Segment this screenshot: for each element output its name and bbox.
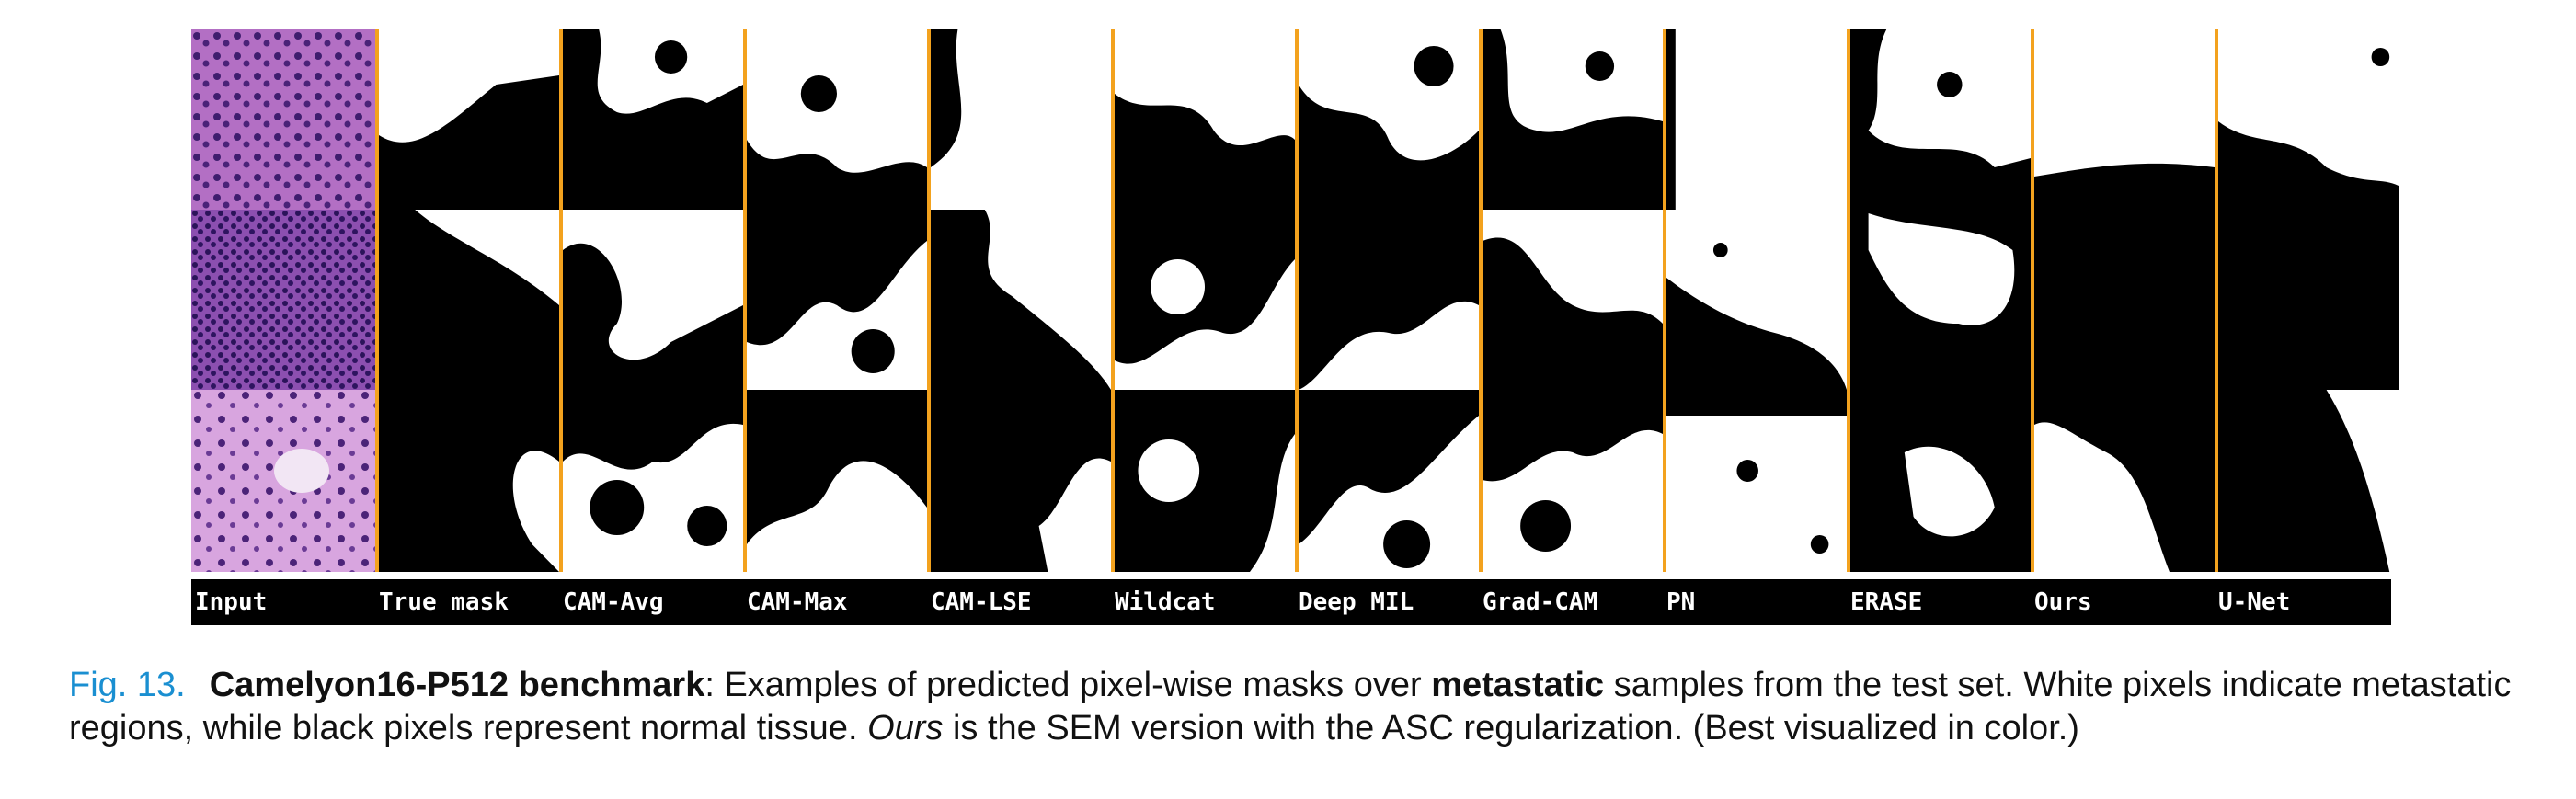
caption-text-1: : Examples of predicted pixel-wise masks… (704, 666, 1432, 704)
label-cam-avg: CAM-Avg (563, 588, 664, 616)
histology-image (191, 29, 375, 572)
label-input: Input (195, 588, 268, 616)
input-image-column (191, 29, 375, 572)
mask-pn (1663, 29, 1847, 572)
mask-deep-mil (1295, 29, 1479, 572)
mask-cam-lse (927, 29, 1111, 572)
mask-true-mask (375, 29, 559, 572)
label-cam-max: CAM-Max (747, 588, 848, 616)
label-wildcat: Wildcat (1115, 588, 1216, 616)
label-true-mask: True mask (379, 588, 509, 616)
mask-grid (191, 29, 2399, 572)
mask-grad-cam (1479, 29, 1663, 572)
label-deep-mil: Deep MIL (1299, 588, 1414, 616)
label-grad-cam: Grad-CAM (1483, 588, 1598, 616)
caption-text-2: samples from the test set. White pixels … (69, 666, 2512, 748)
caption-italic-word: Ours (867, 709, 944, 748)
mask-wildcat (1111, 29, 1295, 572)
mask-cam-max (743, 29, 927, 572)
label-cam-lse: CAM-LSE (931, 588, 1032, 616)
label-pn: PN (1666, 588, 1696, 616)
mask-cam-avg (559, 29, 743, 572)
mask-ours (2031, 29, 2215, 572)
mask-u-net (2215, 29, 2399, 572)
column-label-bar: Input True mask CAM-Avg CAM-Max CAM-LSE … (191, 579, 2391, 625)
caption-text-3: is the SEM version with the ASC regulari… (943, 709, 2079, 748)
mask-erase (1847, 29, 2031, 572)
label-u-net: U-Net (2218, 588, 2291, 616)
caption-title: Camelyon16-P512 benchmark (209, 666, 705, 704)
figure-caption: Fig. 13. Camelyon16-P512 benchmark: Examp… (69, 664, 2534, 750)
figure-panel (191, 29, 2399, 572)
caption-bold-word: metastatic (1431, 666, 1605, 704)
figure-number: Fig. 13. (69, 666, 186, 704)
label-ours: Ours (2034, 588, 2092, 616)
label-erase: ERASE (1850, 588, 1923, 616)
